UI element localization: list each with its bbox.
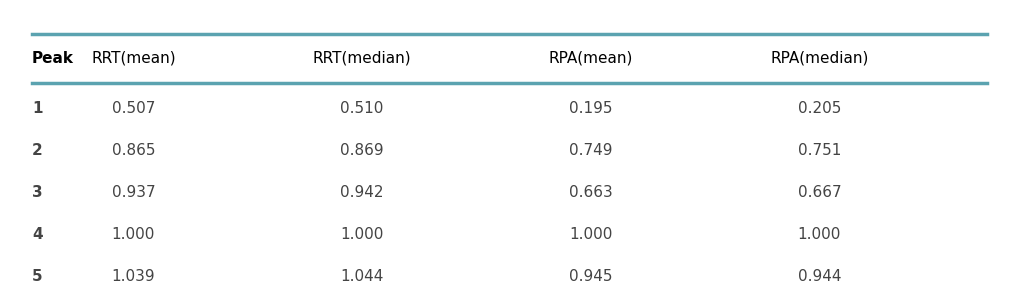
Text: 0.937: 0.937 (112, 185, 155, 200)
Text: Peak: Peak (32, 51, 73, 66)
Text: 1.000: 1.000 (340, 227, 384, 243)
Text: RRT(mean): RRT(mean) (91, 51, 176, 66)
Text: 0.945: 0.945 (569, 269, 612, 284)
Text: 4: 4 (32, 227, 43, 243)
Text: 0.667: 0.667 (798, 185, 842, 200)
Text: 0.944: 0.944 (798, 269, 842, 284)
Text: 0.663: 0.663 (569, 185, 612, 200)
Text: 1.000: 1.000 (798, 227, 841, 243)
Text: 1.000: 1.000 (569, 227, 612, 243)
Text: 0.751: 0.751 (798, 143, 841, 158)
Text: 2: 2 (32, 143, 43, 158)
Text: RRT(median): RRT(median) (313, 51, 412, 66)
Text: 0.865: 0.865 (112, 143, 155, 158)
Text: 0.510: 0.510 (340, 101, 384, 116)
Text: RPA(mean): RPA(mean) (548, 51, 633, 66)
Text: 0.869: 0.869 (340, 143, 384, 158)
Text: 1.039: 1.039 (112, 269, 155, 284)
Text: RPA(median): RPA(median) (770, 51, 868, 66)
Text: 1.044: 1.044 (340, 269, 384, 284)
Text: 3: 3 (32, 185, 43, 200)
Text: 1: 1 (32, 101, 43, 116)
Text: 0.507: 0.507 (112, 101, 155, 116)
Text: 1.000: 1.000 (112, 227, 155, 243)
Text: 5: 5 (32, 269, 43, 284)
Text: 0.205: 0.205 (798, 101, 841, 116)
Text: 0.195: 0.195 (569, 101, 612, 116)
Text: 0.942: 0.942 (340, 185, 384, 200)
Text: 0.749: 0.749 (569, 143, 612, 158)
